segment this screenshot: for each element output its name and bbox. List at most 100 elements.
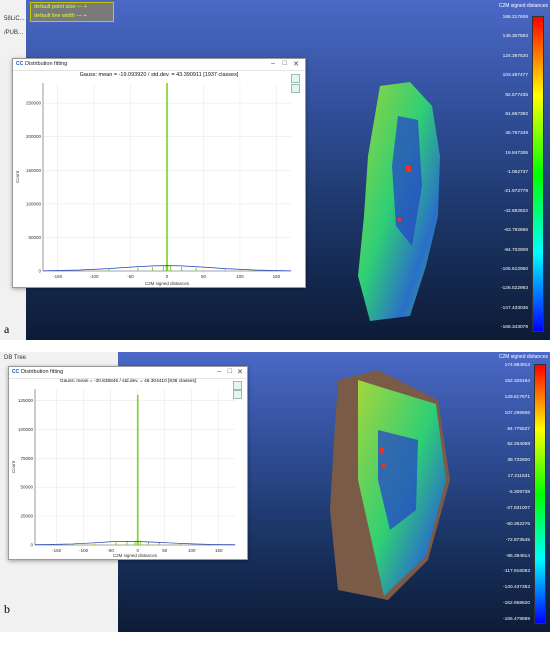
scalar-bar-label: -84.702908 bbox=[503, 247, 528, 253]
scalar-bar-label: 62.254068 bbox=[507, 442, 530, 448]
scalar-bar-label: -50.352276 bbox=[505, 521, 530, 527]
x-tick-label: 150 bbox=[215, 548, 223, 553]
minimize-icon[interactable]: – bbox=[271, 60, 275, 67]
export-csv-icon[interactable] bbox=[291, 84, 300, 93]
scalar-bar-label: 129.817671 bbox=[504, 394, 530, 400]
scalar-bar-label: -105.612950 bbox=[501, 266, 528, 272]
scalar-bar-label: -5.309738 bbox=[508, 490, 530, 495]
scalar-bar-label: 174.984913 bbox=[504, 363, 530, 368]
y-tick-label: 150000 bbox=[26, 168, 42, 173]
x-tick-label: -50 bbox=[107, 548, 114, 553]
scalar-bar-label: -72.873545 bbox=[505, 537, 530, 543]
x-axis-label: C2M signed distances bbox=[145, 281, 190, 286]
close-icon[interactable]: ✕ bbox=[293, 61, 299, 68]
scalar-bar-label: -162.958620 bbox=[503, 601, 530, 607]
scalar-bar-label: -1.062737 bbox=[506, 170, 528, 175]
scalar-bar-label: -42.882822 bbox=[503, 208, 528, 214]
x-tick-label: 50 bbox=[201, 274, 207, 279]
scalar-bar-label: -21.972779 bbox=[503, 189, 528, 195]
histogram-chart-a: -150 -100 -50 0 50 100 150 0 50000 100000 150000 20… bbox=[15, 83, 292, 286]
scalar-bar-label: 145.307563 bbox=[502, 34, 528, 40]
scalar-bar-label: -95.394814 bbox=[505, 553, 530, 559]
scalar-bar-title: C2M signed distances bbox=[498, 3, 548, 9]
y-tick-label: 50000 bbox=[28, 235, 41, 240]
sidebar-item[interactable]: /PUB... bbox=[4, 30, 24, 36]
cloudcompare-icon: CC bbox=[12, 369, 20, 375]
y-tick-label: 100000 bbox=[18, 427, 34, 432]
y-tick-label: 75000 bbox=[20, 456, 33, 461]
distribution-fitting-dialog-a[interactable]: CC Distribution fitting – □ ✕ Gauss: mea… bbox=[12, 58, 306, 288]
distribution-fitting-dialog-b[interactable]: CC Distribution fitting – □ ✕ Gauss: mea… bbox=[8, 366, 248, 560]
scalar-bar-label: 124.397520 bbox=[502, 53, 528, 59]
x-tick-label: 100 bbox=[188, 548, 196, 553]
scalar-bar-label: 103.487477 bbox=[502, 73, 528, 79]
scalar-bar-title: C2M signed distances bbox=[498, 354, 548, 360]
scalar-bar-a: C2M signed distances 166.217606 145.30756… bbox=[480, 0, 550, 340]
color-scale bbox=[532, 16, 544, 332]
x-tick-label: 100 bbox=[236, 274, 244, 279]
sidebar-item[interactable]: 58LiC... bbox=[4, 16, 25, 22]
scalar-bar-label: -27.831007 bbox=[505, 505, 530, 511]
y-tick-label: 100000 bbox=[26, 201, 42, 206]
scalar-bar-label: 82.577435 bbox=[505, 92, 528, 98]
minimize-icon[interactable]: – bbox=[217, 368, 221, 375]
x-tick-label: 0 bbox=[166, 274, 169, 279]
maximize-icon[interactable]: □ bbox=[282, 60, 287, 67]
y-tick-label: 50000 bbox=[20, 485, 33, 490]
export-image-icon[interactable] bbox=[291, 74, 300, 83]
scalar-bar-label: -168.343079 bbox=[501, 325, 528, 330]
scalar-bar-label: -185.479889 bbox=[503, 617, 530, 622]
point-cloud-a bbox=[358, 82, 440, 321]
export-csv-icon[interactable] bbox=[233, 390, 242, 399]
gauss-fit-curve bbox=[34, 540, 236, 546]
dialog-title: Distribution fitting bbox=[21, 369, 64, 375]
y-tick-label: 250000 bbox=[26, 101, 42, 106]
y-tick-label: 200000 bbox=[26, 134, 42, 139]
x-tick-label: -150 bbox=[53, 274, 63, 279]
panel-a: 58LiC... /PUB... default point size — + … bbox=[0, 0, 550, 340]
x-tick-label: -100 bbox=[79, 548, 89, 553]
panel-label: a bbox=[4, 322, 10, 336]
y-tick-label: 25000 bbox=[20, 514, 33, 519]
x-tick-label: 50 bbox=[162, 548, 168, 553]
scalar-bar-label: -63.792865 bbox=[503, 228, 528, 234]
scalar-bar-label: 152.326194 bbox=[504, 378, 530, 384]
scalar-bar-label: -140.437353 bbox=[503, 585, 530, 591]
y-tick-label: 0 bbox=[30, 543, 33, 548]
gauss-fit-curve bbox=[42, 265, 292, 272]
y-axis-label: Count bbox=[15, 170, 20, 183]
x-tick-label: -50 bbox=[127, 274, 134, 279]
cloudcompare-icon: CC bbox=[16, 61, 24, 67]
scalar-bar-label: 19.847306 bbox=[505, 150, 528, 156]
maximize-icon[interactable]: □ bbox=[227, 368, 232, 375]
color-scale bbox=[534, 364, 546, 624]
scalar-bar-label: -126.522993 bbox=[501, 286, 528, 292]
display-options-overlay: default point size — + default line widt… bbox=[30, 2, 114, 22]
point-size-option[interactable]: default point size — + bbox=[34, 4, 88, 10]
panel-label: b bbox=[4, 602, 10, 616]
scalar-bar-b: C2M signed distances 174.984913 152.32619… bbox=[480, 352, 550, 632]
scalar-bar-label: 84.775537 bbox=[507, 426, 530, 432]
scalar-bar-label: 17.211531 bbox=[507, 474, 530, 480]
dialog-titlebar[interactable]: CC Distribution fitting – □ ✕ bbox=[9, 367, 247, 379]
scalar-bar-label: -147.433036 bbox=[501, 305, 528, 311]
x-tick-label: -100 bbox=[90, 274, 100, 279]
point-cloud-b bbox=[330, 370, 450, 600]
y-tick-label: 125000 bbox=[18, 398, 34, 403]
scalar-bar-label: 107.296606 bbox=[504, 410, 530, 416]
chart-title: Gauss: mean = -30.835846 / std.dev. = 46… bbox=[59, 379, 197, 384]
dialog-titlebar[interactable]: CC Distribution fitting – □ ✕ bbox=[13, 59, 305, 71]
scalar-bar-label: 166.217606 bbox=[502, 15, 528, 20]
x-tick-label: -150 bbox=[52, 548, 62, 553]
x-axis-label: C2M signed distances bbox=[113, 553, 158, 558]
dialog-title: Distribution fitting bbox=[25, 61, 68, 67]
scalar-bar-label: 39.732800 bbox=[507, 458, 530, 464]
panel-b: DB Tree C2M signed distances 174.984913 1… bbox=[0, 352, 550, 632]
scalar-bar-label: 61.667392 bbox=[505, 111, 528, 117]
line-width-option[interactable]: default line width — + bbox=[34, 13, 87, 19]
y-axis-label: Count bbox=[11, 460, 16, 473]
x-tick-label: 150 bbox=[273, 274, 281, 279]
chart-title: Gauss: mean = -19.093920 / std.dev. = 43… bbox=[79, 72, 239, 78]
close-icon[interactable]: ✕ bbox=[237, 369, 243, 376]
export-image-icon[interactable] bbox=[233, 381, 242, 390]
